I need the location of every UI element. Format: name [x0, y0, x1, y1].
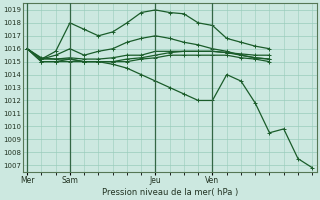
X-axis label: Pression niveau de la mer( hPa ): Pression niveau de la mer( hPa ) [101, 188, 238, 197]
